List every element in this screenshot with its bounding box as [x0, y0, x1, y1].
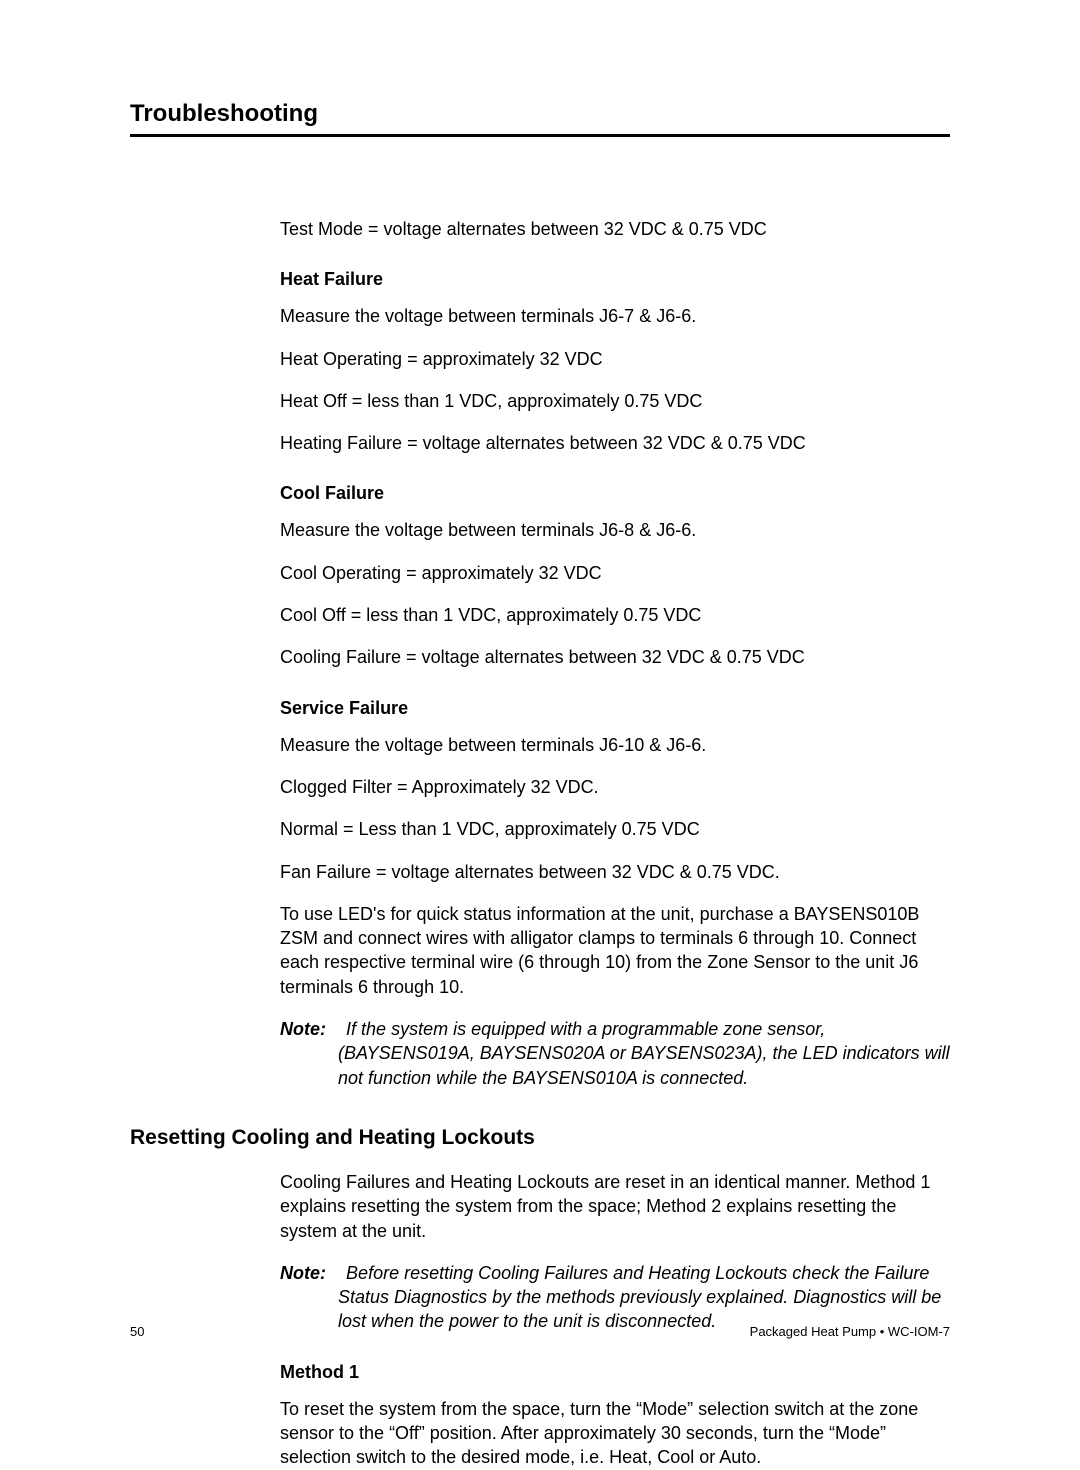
test-mode-text: Test Mode = voltage alternates between 3…	[280, 217, 950, 241]
heat-failure-p4: Heating Failure = voltage alternates bet…	[280, 431, 950, 455]
service-failure-p5: To use LED's for quick status informatio…	[280, 902, 950, 999]
page-number: 50	[130, 1324, 144, 1339]
resetting-content: Cooling Failures and Heating Lockouts ar…	[280, 1170, 950, 1470]
service-failure-p2: Clogged Filter = Approximately 32 VDC.	[280, 775, 950, 799]
note-label: Note:	[280, 1263, 326, 1283]
page-container: Troubleshooting Test Mode = voltage alte…	[0, 0, 1080, 1397]
note-body: If the system is equipped with a program…	[338, 1019, 950, 1088]
cool-failure-p4: Cooling Failure = voltage alternates bet…	[280, 645, 950, 669]
cool-failure-heading: Cool Failure	[280, 483, 950, 504]
cool-failure-p2: Cool Operating = approximately 32 VDC	[280, 561, 950, 585]
heat-failure-p3: Heat Off = less than 1 VDC, approximatel…	[280, 389, 950, 413]
section-title: Troubleshooting	[130, 100, 950, 137]
service-failure-p3: Normal = Less than 1 VDC, approximately …	[280, 817, 950, 841]
resetting-p1: Cooling Failures and Heating Lockouts ar…	[280, 1170, 950, 1243]
note-body: Before resetting Cooling Failures and He…	[338, 1263, 941, 1332]
doc-reference: Packaged Heat Pump • WC-IOM-7	[750, 1324, 950, 1339]
page-footer: 50 Packaged Heat Pump • WC-IOM-7	[130, 1324, 950, 1339]
heat-failure-heading: Heat Failure	[280, 269, 950, 290]
heat-failure-p2: Heat Operating = approximately 32 VDC	[280, 347, 950, 371]
service-failure-note: Note: If the system is equipped with a p…	[280, 1017, 950, 1090]
method1-body: To reset the system from the space, turn…	[280, 1397, 950, 1470]
note-label: Note:	[280, 1019, 326, 1039]
method1-heading: Method 1	[280, 1362, 950, 1383]
content-block: Test Mode = voltage alternates between 3…	[280, 217, 950, 1090]
cool-failure-p1: Measure the voltage between terminals J6…	[280, 518, 950, 542]
service-failure-p1: Measure the voltage between terminals J6…	[280, 733, 950, 757]
resetting-heading: Resetting Cooling and Heating Lockouts	[130, 1126, 950, 1150]
heat-failure-p1: Measure the voltage between terminals J6…	[280, 304, 950, 328]
resetting-note: Note: Before resetting Cooling Failures …	[280, 1261, 950, 1334]
cool-failure-p3: Cool Off = less than 1 VDC, approximatel…	[280, 603, 950, 627]
service-failure-p4: Fan Failure = voltage alternates between…	[280, 860, 950, 884]
service-failure-heading: Service Failure	[280, 698, 950, 719]
